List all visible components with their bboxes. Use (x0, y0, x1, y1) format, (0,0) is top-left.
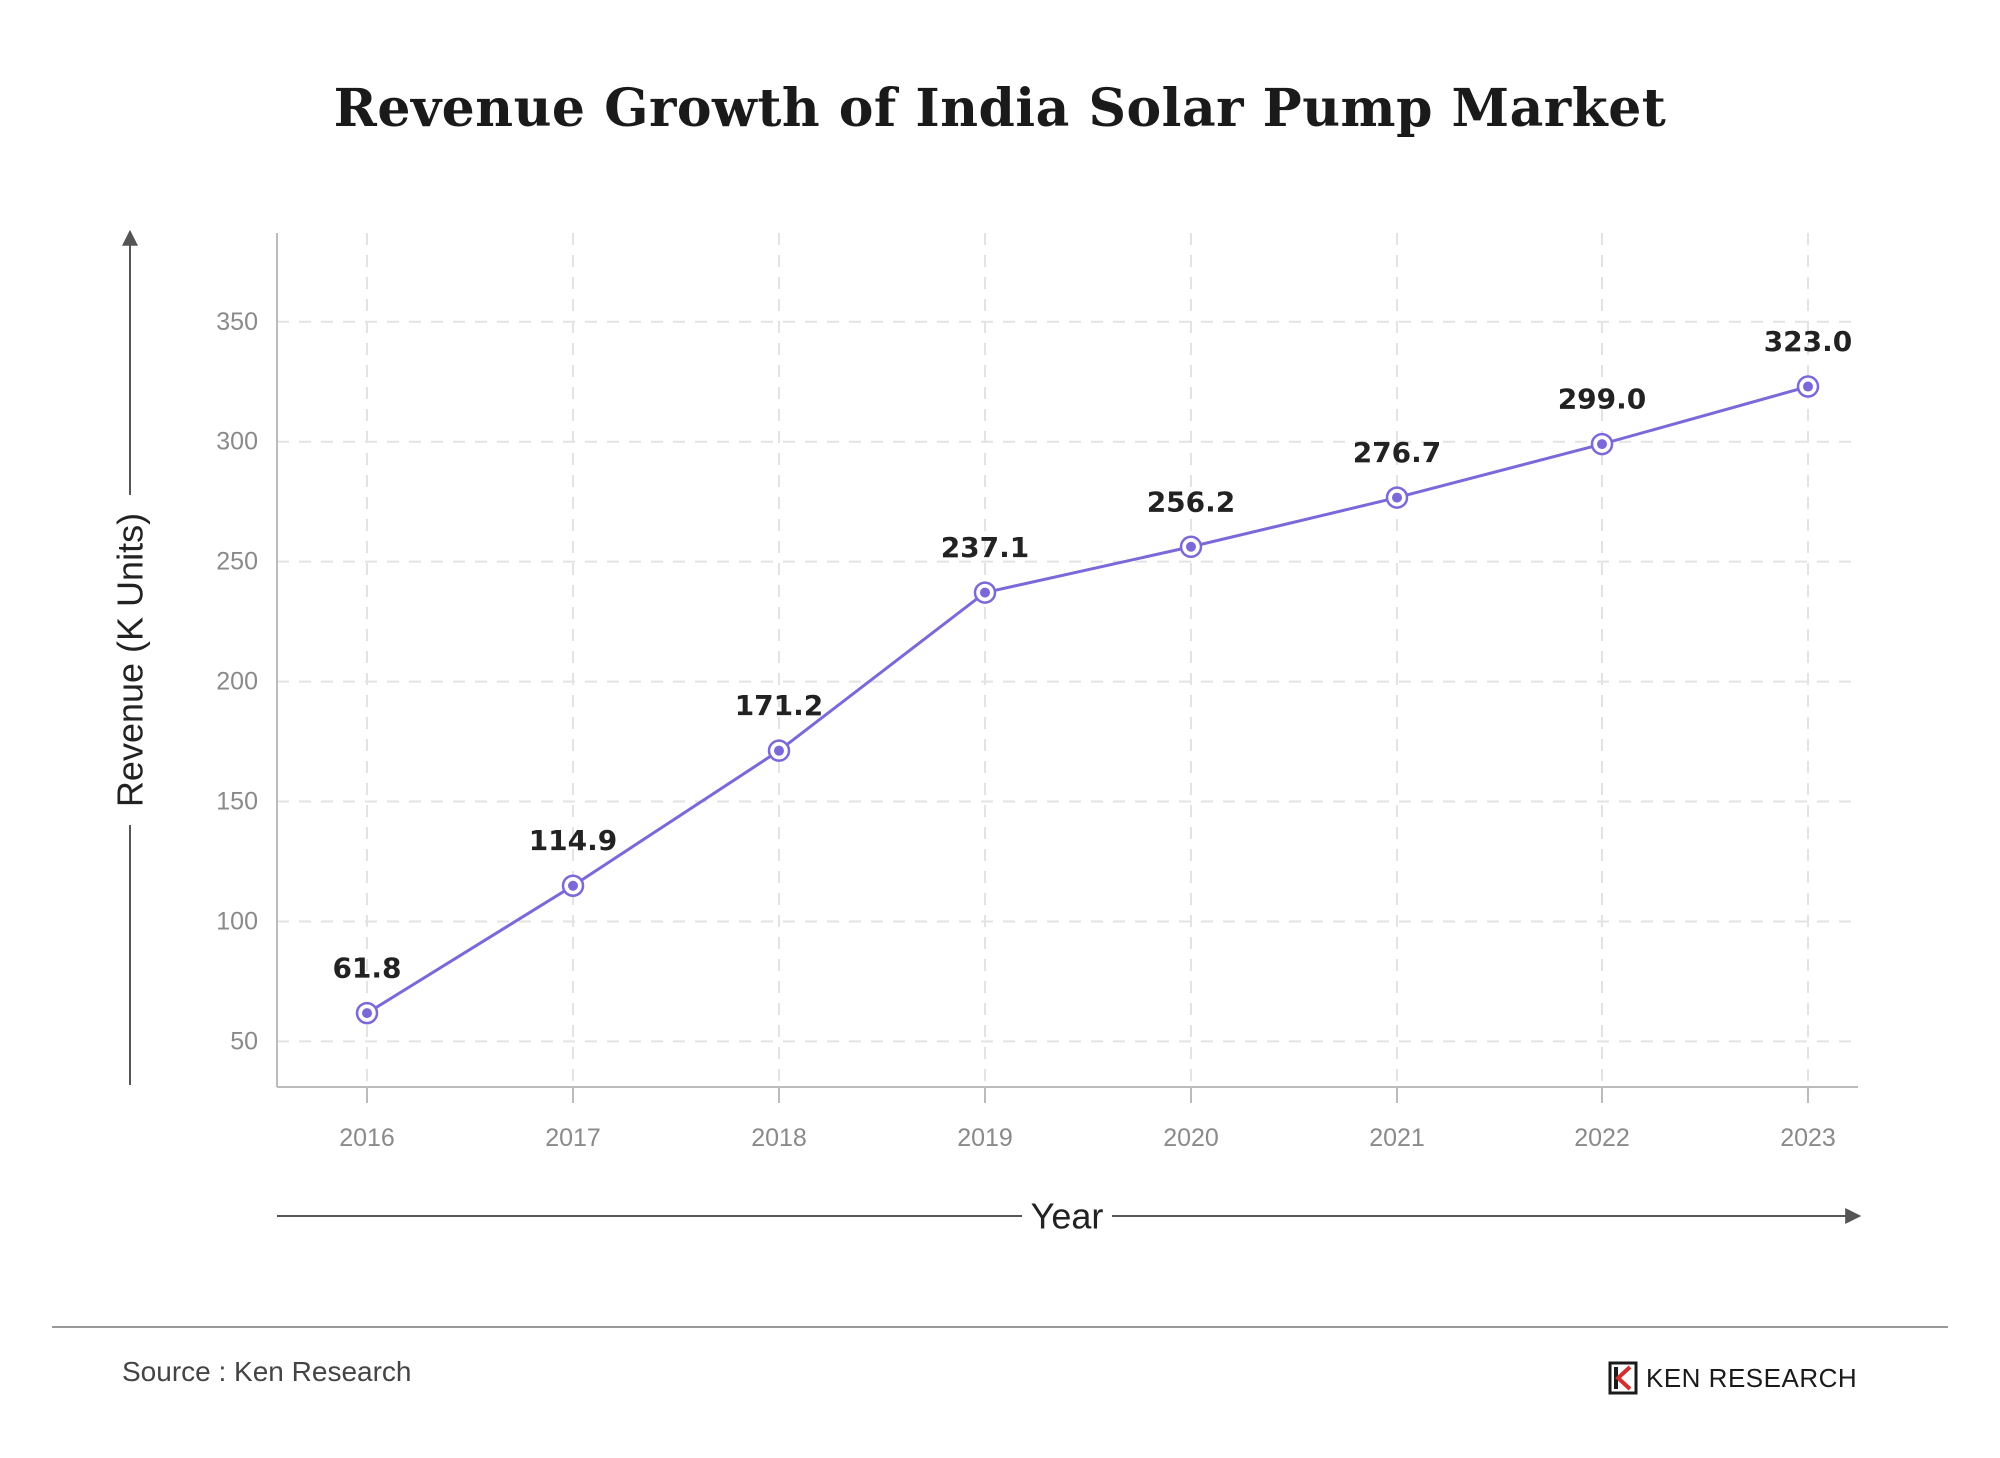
data-label: 276.7 (1353, 436, 1442, 469)
x-tick-label: 2019 (957, 1124, 1013, 1152)
y-axis-title-group: Revenue (K Units) (110, 229, 151, 1085)
data-point (1179, 535, 1203, 559)
data-point-dot (568, 880, 578, 891)
data-label: 114.9 (529, 824, 618, 857)
data-point-dot (774, 745, 784, 756)
y-tick-label: 350 (216, 308, 258, 336)
x-tick-label: 2020 (1163, 1124, 1219, 1152)
data-point (1385, 486, 1409, 509)
data-label: 299.0 (1558, 383, 1647, 416)
data-point (355, 1001, 379, 1025)
data-label: 256.2 (1147, 485, 1236, 518)
chart-title: Revenue Growth of India Solar Pump Marke… (333, 78, 1667, 139)
data-point (561, 874, 585, 897)
x-tick-label: 2016 (339, 1124, 395, 1152)
y-tick-label: 300 (216, 428, 258, 456)
data-label: 171.2 (735, 689, 824, 722)
x-axis-title-bg (1022, 1192, 1112, 1240)
data-point-dot (980, 587, 990, 598)
x-tick-label: 2023 (1780, 1124, 1836, 1152)
x-tick-label: 2021 (1369, 1124, 1425, 1152)
data-label: 61.8 (332, 952, 401, 985)
brand-name: KEN RESEARCH (1646, 1362, 1858, 1393)
gridlines (277, 233, 1858, 1087)
data-point-dot (1186, 541, 1196, 552)
tick-labels: 50 100 150 200 250 300 350 2016 2017 2018 2019 2020… (216, 308, 1836, 1152)
series-line (366, 385, 1809, 1015)
data-point (767, 739, 791, 762)
ken-research-logo-icon (1608, 1361, 1638, 1395)
brand-logo: KEN RESEARCH (1608, 1360, 1857, 1396)
y-tick-label: 100 (216, 907, 258, 935)
y-tick-label: 200 (216, 668, 258, 696)
y-tick-label: 50 (230, 1027, 258, 1055)
data-label: 323.0 (1764, 325, 1853, 358)
x-tick-label: 2017 (545, 1124, 601, 1152)
data-labels: 61.8 114.9 171.2 237.1 256.2 276.7 299.0 323.0 (332, 325, 1852, 985)
x-axis-title: Year (1031, 1196, 1104, 1237)
source-note: Source : Ken Research (122, 1356, 412, 1387)
y-axis-title: Revenue (K Units) (110, 513, 151, 807)
data-point (1590, 432, 1614, 456)
x-tick-label: 2018 (751, 1124, 807, 1152)
x-axis-title-group: Year (277, 1192, 1862, 1240)
data-point-dot (362, 1008, 372, 1019)
line-chart: 50 100 150 200 250 300 350 2016 2017 2018 2019 2020… (109, 229, 1862, 1240)
data-point (1796, 375, 1820, 398)
y-axis-title-bg (110, 495, 150, 825)
data-point-dot (1392, 492, 1402, 503)
data-point-dot (1597, 439, 1607, 450)
data-point-dot (1803, 381, 1813, 392)
x-tick-label: 2022 (1574, 1124, 1630, 1152)
series-layer (355, 375, 1820, 1025)
y-tick-label: 150 (216, 788, 258, 816)
data-label: 237.1 (941, 531, 1030, 564)
axes (276, 233, 1858, 1103)
footer-divider (52, 1326, 1948, 1328)
data-point (973, 581, 997, 604)
y-tick-label: 250 (216, 548, 258, 576)
